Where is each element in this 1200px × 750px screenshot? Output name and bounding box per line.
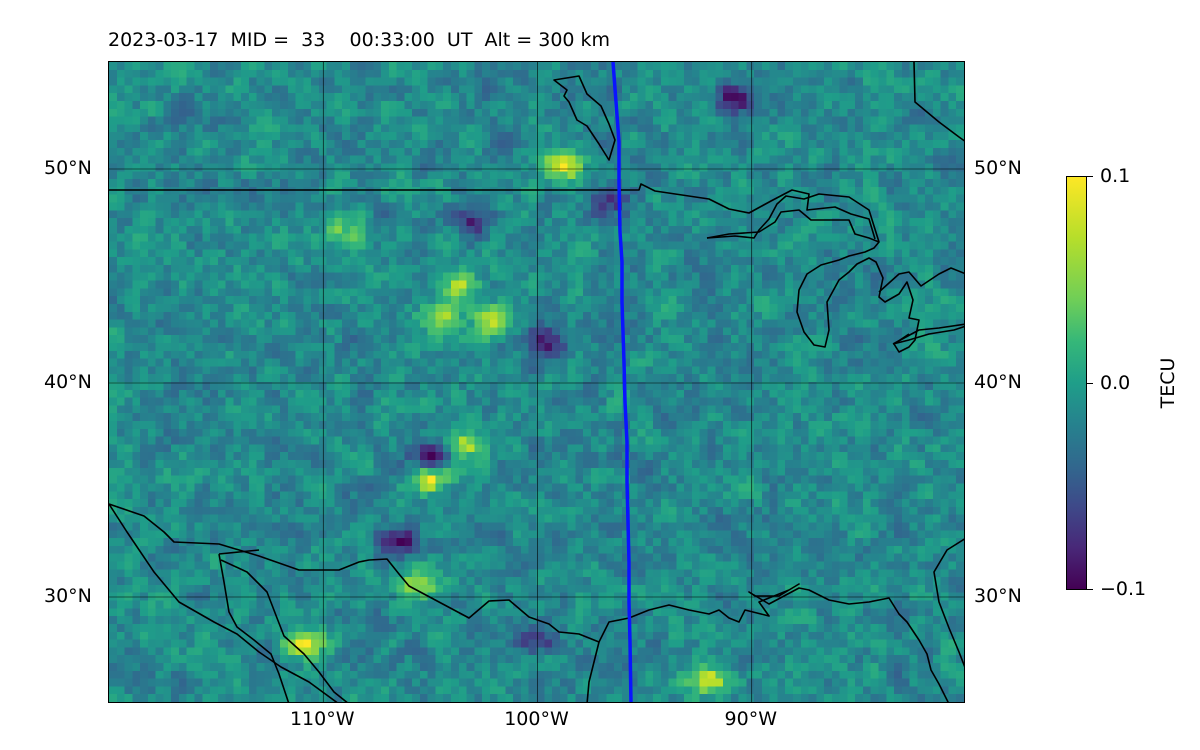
colorbar-tick-max bbox=[1087, 176, 1093, 177]
lat-label-left: 30°N bbox=[44, 585, 92, 607]
east-coast bbox=[913, 62, 964, 142]
graticule bbox=[109, 62, 964, 702]
lake-huron-erie bbox=[878, 267, 964, 345]
lat-label-right: 50°N bbox=[974, 157, 1022, 179]
colorbar-min-label: −0.1 bbox=[1100, 578, 1147, 600]
lat-label-left: 50°N bbox=[44, 157, 92, 179]
lat-label-right: 40°N bbox=[974, 371, 1022, 393]
hudson-bay-island bbox=[553, 75, 616, 161]
gulf-coast bbox=[109, 503, 949, 702]
tec-heatmap bbox=[109, 62, 964, 702]
gulf-of-california bbox=[220, 559, 348, 702]
lake-superior bbox=[706, 209, 880, 243]
lat-label-right: 30°N bbox=[974, 585, 1022, 607]
lat-label-left: 40°N bbox=[44, 371, 92, 393]
mexico-west-coast bbox=[109, 503, 338, 702]
great-lakes-shore bbox=[706, 193, 920, 353]
terminator-line bbox=[611, 62, 633, 702]
colorbar-label: TECU bbox=[1157, 357, 1179, 409]
colorbar-tick-min bbox=[1087, 589, 1093, 590]
lon-label: 110°W bbox=[289, 708, 355, 730]
lon-label: 90°W bbox=[724, 708, 777, 730]
map-title: 2023-03-17 MID = 33 00:33:00 UT Alt = 30… bbox=[108, 29, 611, 51]
baja-peninsula bbox=[218, 549, 290, 702]
map-overlay bbox=[109, 62, 964, 702]
gulf-coast-mexico bbox=[586, 641, 600, 702]
tec-map bbox=[108, 61, 965, 703]
colorbar-tick-mid bbox=[1087, 383, 1093, 384]
colorbar-mid-label: 0.0 bbox=[1100, 372, 1131, 394]
colorbar-max-label: 0.1 bbox=[1100, 165, 1131, 187]
lon-label: 100°W bbox=[504, 708, 569, 730]
colorbar bbox=[1066, 176, 1087, 590]
canada-us-border bbox=[109, 183, 876, 240]
coastlines bbox=[109, 62, 964, 702]
florida-coast bbox=[933, 538, 964, 668]
